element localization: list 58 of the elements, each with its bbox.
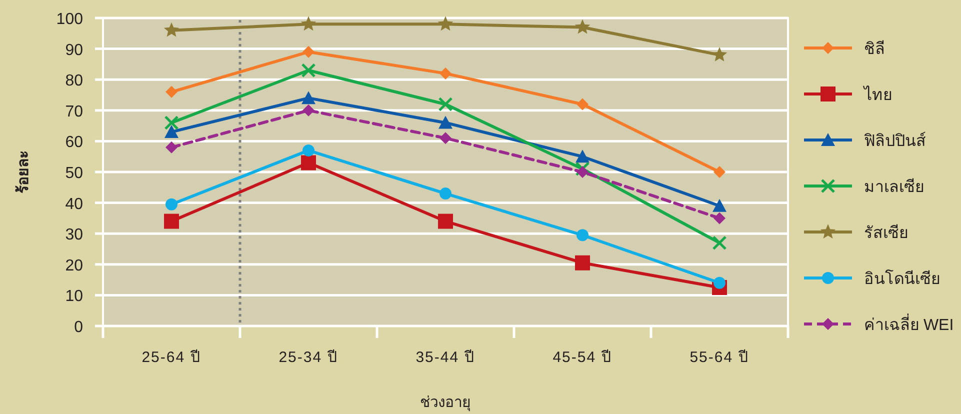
point <box>164 214 179 229</box>
point <box>166 86 178 98</box>
legend-label: ค่าเฉลี่ย WEI <box>864 313 954 334</box>
point <box>302 144 314 156</box>
point <box>300 16 316 31</box>
point <box>302 46 314 58</box>
point <box>166 198 178 210</box>
point <box>576 150 590 163</box>
x-tick-label: 25-64 ปี <box>142 349 202 366</box>
point <box>576 229 588 242</box>
point <box>438 96 453 112</box>
point <box>164 22 180 37</box>
legend-label: รัสเซีย <box>864 224 908 242</box>
point <box>576 98 588 110</box>
point <box>712 236 727 250</box>
y-axis-title: ร้อยละ <box>15 150 32 194</box>
point <box>438 116 452 129</box>
x-tick-label: 25-34 ปี <box>278 349 338 366</box>
point <box>438 214 453 229</box>
point <box>438 16 454 31</box>
point <box>166 141 178 154</box>
y-tick-label: 0 <box>74 319 84 336</box>
legend-label: ชิลี <box>864 40 885 58</box>
y-tick-label: 50 <box>65 165 84 182</box>
point <box>301 63 316 78</box>
point <box>575 255 590 270</box>
x-tick-label: 55-64 ปี <box>690 349 750 366</box>
point <box>302 104 314 116</box>
point <box>714 212 726 224</box>
x-axis-title: ช่วงอายุ <box>420 394 471 412</box>
y-tick-label: 100 <box>56 11 84 28</box>
y-tick-label: 20 <box>65 257 84 274</box>
y-tick-label: 70 <box>65 103 84 120</box>
point <box>440 132 452 144</box>
y-tick-label: 10 <box>65 288 84 306</box>
point <box>440 188 452 200</box>
point <box>574 19 590 34</box>
y-tick-label: 90 <box>65 42 84 59</box>
y-tick-label: 40 <box>65 196 84 213</box>
y-tick-label: 60 <box>65 134 84 152</box>
legend-label: อินโดนีเซีย <box>864 269 940 288</box>
legend-label: ไทย <box>862 85 892 104</box>
point <box>712 46 728 62</box>
point <box>302 91 316 104</box>
point <box>714 276 726 289</box>
legend-label: ฟิลิปปินส์ <box>864 131 926 150</box>
point <box>576 166 588 178</box>
point <box>164 124 178 138</box>
x-tick-label: 45-54 ปี <box>552 349 612 366</box>
point <box>164 115 179 130</box>
y-tick-label: 30 <box>65 226 84 244</box>
point <box>301 155 316 170</box>
x-tick-label: 35-44 ปี <box>416 349 476 366</box>
legend-label: มาเลเซีย <box>864 178 924 196</box>
point <box>714 166 726 178</box>
y-tick-label: 80 <box>65 72 84 90</box>
point <box>440 67 452 80</box>
point <box>712 198 726 212</box>
